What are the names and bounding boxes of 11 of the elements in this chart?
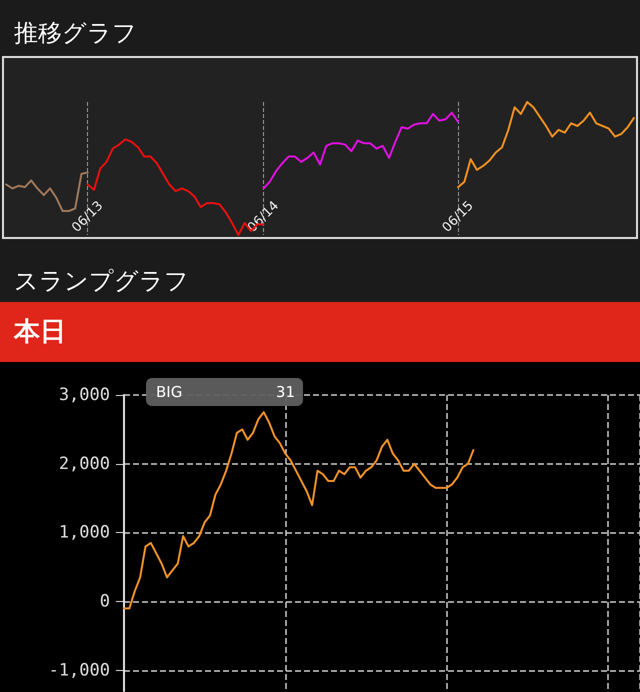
line-series bbox=[123, 411, 474, 610]
annotation: 31 bbox=[276, 382, 295, 403]
chart-subtitle: 本日 bbox=[0, 302, 640, 362]
annotation: BIG bbox=[156, 382, 182, 403]
chart-title: 推移グラフ bbox=[14, 18, 137, 48]
y-tick-label: -1,000 bbox=[48, 660, 110, 680]
y-tick-label: 3,000 bbox=[58, 385, 110, 405]
y-tick-label: 2,000 bbox=[58, 454, 110, 474]
chart-title: スランプグラフ bbox=[14, 266, 189, 296]
y-tick-label: 1,000 bbox=[58, 522, 110, 543]
y-tick-label: 0 bbox=[100, 592, 110, 612]
